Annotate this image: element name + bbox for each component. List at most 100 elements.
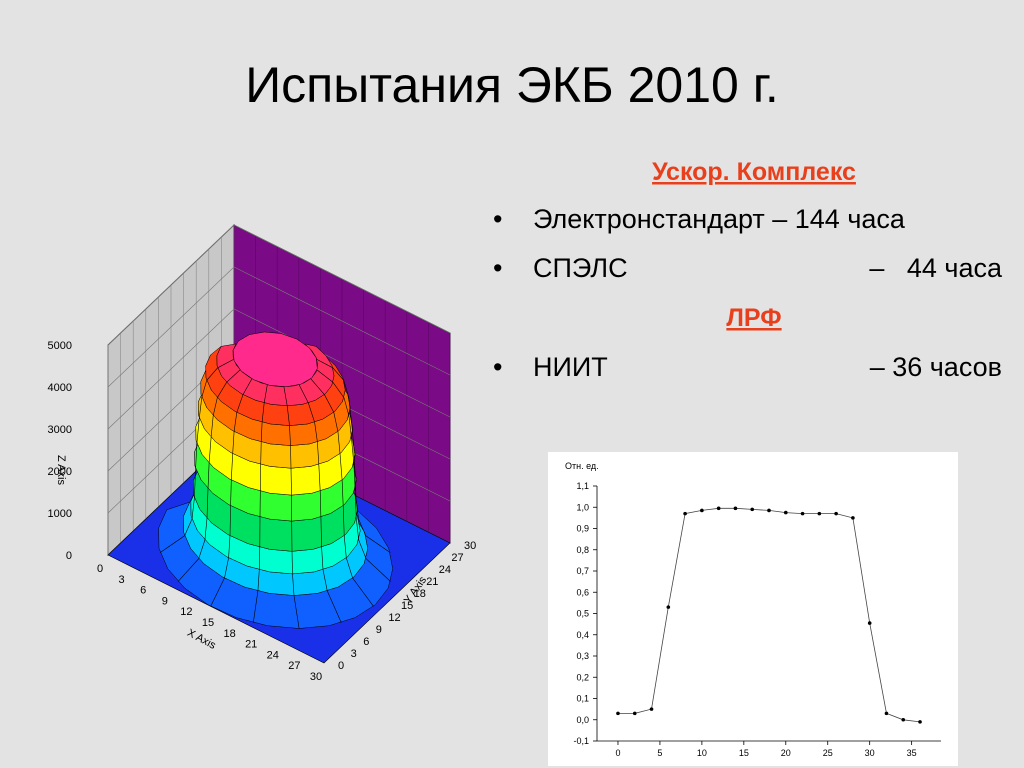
y-tick-label: 18 [414, 588, 426, 600]
x-tick-label: 35 [907, 748, 917, 758]
y-tick-label: 12 [388, 612, 400, 624]
y-tick-label: 27 [451, 552, 463, 564]
y-tick-label: -0,1 [573, 736, 589, 746]
bullet-value: – 36 часов [870, 352, 1002, 382]
surface-wire [283, 386, 300, 629]
data-point [834, 511, 838, 516]
x-tick-label: 0 [97, 563, 103, 575]
chart-background [548, 452, 958, 766]
slide-title: Испытания ЭКБ 2010 г. [245, 57, 779, 113]
y-tick-label: 0,4 [576, 630, 589, 640]
x-tick-label: 15 [202, 617, 214, 629]
z-tick-label: 0 [66, 550, 72, 562]
x-tick-label: 30 [865, 748, 875, 758]
y-tick-label: 0,0 [576, 715, 589, 725]
data-point [767, 508, 771, 513]
x-tick-label: 30 [310, 671, 322, 683]
x-tick-label: 5 [657, 748, 662, 758]
data-point [750, 507, 755, 512]
surface-wire [159, 359, 234, 553]
bullet-value: – 44 часа [869, 253, 1003, 283]
x-tick-label: 24 [267, 649, 279, 661]
x-tick-label: 25 [823, 748, 833, 758]
x-tick-label: 15 [739, 748, 749, 758]
x-tick-label: 10 [697, 748, 707, 758]
surface-chart: 0100020003000400050000369121518212427300… [48, 223, 476, 683]
z-axis-label: Z Axis [55, 455, 67, 485]
data-point [666, 605, 671, 609]
x-tick-label: 20 [781, 748, 791, 758]
line-chart: -0,1 0,0 0,1 0,2 0,3 0,4 0,5 0,6 0,7 0,8 0,9 1,0 1,1… [565, 461, 941, 758]
data-point [783, 510, 788, 515]
surface-wire [316, 369, 391, 582]
surface-wire [253, 384, 268, 623]
x-tick-label: 6 [140, 585, 146, 597]
data-point [918, 720, 922, 724]
data-point [884, 711, 889, 716]
x-tick-label: 27 [288, 660, 300, 672]
bullet-text: НИИТ [533, 352, 608, 382]
y-tick-label: 24 [439, 564, 451, 576]
y-tick-label: 0,9 [576, 524, 589, 534]
z-tick-label: 1000 [48, 508, 72, 520]
surface-wire [210, 378, 253, 607]
data-point [716, 506, 721, 511]
y-tick-label: 6 [363, 636, 369, 648]
x-tick-label: 9 [162, 595, 168, 607]
x-tick-label: 0 [615, 748, 620, 758]
y-tick-label: 0,8 [576, 545, 589, 555]
section-heading: Ускор. Комплекс [652, 158, 856, 186]
z-tick-label: 2000 [48, 466, 72, 478]
x-tick-label: 21 [245, 639, 257, 651]
surface-top [232, 331, 318, 388]
data-point [851, 516, 855, 520]
x-tick-label: 18 [223, 628, 235, 640]
z-tick-label: 5000 [48, 340, 72, 352]
surface-wire [310, 378, 374, 607]
grid-line [107, 308, 451, 430]
data-point [867, 621, 872, 625]
y-tick-label: 0,7 [576, 566, 589, 576]
data-point [683, 511, 687, 516]
data-point [649, 707, 654, 711]
data-point [733, 506, 738, 511]
data-point [616, 711, 620, 716]
y-tick-label: 30 [464, 540, 476, 552]
y-tick-label: 21 [426, 576, 438, 588]
z-tick-label: 4000 [48, 382, 72, 394]
data-point [700, 508, 704, 513]
bullet: • [493, 204, 502, 234]
x-tick-label: 3 [119, 574, 125, 586]
y-tick-label: 0 [338, 660, 344, 672]
data-point [901, 717, 906, 722]
surface-band [216, 343, 335, 406]
y-tick-label: 9 [376, 624, 382, 636]
bullet: • [493, 352, 502, 382]
y-tick-label: 0,2 [576, 672, 589, 682]
surface-wire [316, 359, 391, 553]
grid-line [107, 266, 451, 388]
bullet-text: СПЭЛС [533, 253, 628, 283]
data-point [800, 511, 805, 516]
y-tick-label: 0,5 [576, 609, 589, 619]
y-tick-label: 1,1 [576, 481, 589, 491]
y-axis-label: Отн. ед. [565, 461, 599, 471]
x-axis-label: X Axis [185, 627, 218, 652]
y-tick-label: 0,1 [576, 694, 589, 704]
y-tick-label: 0,3 [576, 651, 589, 661]
y-tick-label: 15 [401, 600, 413, 612]
x-tick-label: 12 [180, 606, 192, 618]
bullet-text: Электронстандарт – 144 часа [533, 204, 906, 234]
surface-wire [177, 369, 241, 582]
data-point [817, 511, 822, 516]
y-tick-label: 1,0 [576, 502, 589, 512]
data-point [632, 711, 637, 716]
bullet: • [493, 253, 502, 283]
surface-wire [298, 384, 342, 623]
section-heading: ЛРФ [726, 304, 781, 332]
y-tick-label: 0,6 [576, 587, 589, 597]
y-tick-label: 3 [351, 648, 357, 660]
grid-line [107, 224, 451, 346]
